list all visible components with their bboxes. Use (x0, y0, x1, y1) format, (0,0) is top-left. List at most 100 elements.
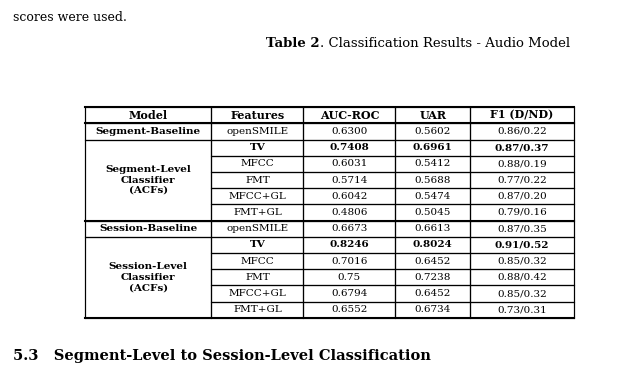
Bar (303, 269, 396, 286)
Bar (211, 123, 303, 139)
Bar (396, 172, 470, 188)
Bar (470, 237, 573, 253)
Text: 0.85/0.32: 0.85/0.32 (497, 257, 547, 266)
Text: 0.75: 0.75 (338, 273, 361, 282)
Text: 0.6452: 0.6452 (415, 257, 451, 266)
Text: MFCC+GL: MFCC+GL (228, 289, 286, 298)
Bar (211, 188, 303, 204)
Bar (470, 269, 573, 286)
Bar (396, 123, 470, 139)
Text: 0.8246: 0.8246 (330, 240, 369, 249)
Bar (303, 286, 396, 302)
Text: MFCC: MFCC (241, 159, 275, 168)
Bar (396, 188, 470, 204)
Bar (470, 107, 573, 123)
Text: 0.87/0.20: 0.87/0.20 (497, 192, 547, 201)
Bar (85, 221, 211, 237)
Bar (211, 286, 303, 302)
Text: 0.7238: 0.7238 (415, 273, 451, 282)
Text: 0.88/0.42: 0.88/0.42 (497, 273, 547, 282)
Text: 0.91/0.52: 0.91/0.52 (495, 240, 549, 249)
Bar (470, 302, 573, 318)
Bar (211, 204, 303, 221)
Bar (211, 172, 303, 188)
Text: MFCC+GL: MFCC+GL (228, 192, 286, 201)
Text: 5.3   Segment-Level to Session-Level Classification: 5.3 Segment-Level to Session-Level Class… (13, 349, 431, 363)
Text: 0.6031: 0.6031 (331, 159, 367, 168)
Bar (470, 123, 573, 139)
Bar (85, 123, 211, 139)
Bar (303, 188, 396, 204)
Bar (211, 269, 303, 286)
Text: 0.6300: 0.6300 (331, 127, 367, 136)
Bar (396, 286, 470, 302)
Text: Segment-Level
Classifier
(ACFs): Segment-Level Classifier (ACFs) (106, 165, 191, 195)
Text: 0.5714: 0.5714 (331, 175, 367, 185)
Bar (470, 286, 573, 302)
Text: UAR: UAR (419, 110, 446, 121)
Text: 0.6961: 0.6961 (413, 143, 452, 152)
Text: 0.88/0.19: 0.88/0.19 (497, 159, 547, 168)
Text: 0.5474: 0.5474 (415, 192, 451, 201)
Text: TV: TV (250, 240, 265, 249)
Text: F1 (D/ND): F1 (D/ND) (490, 110, 554, 121)
Bar (470, 204, 573, 221)
Text: scores were used.: scores were used. (13, 11, 127, 24)
Text: 0.85/0.32: 0.85/0.32 (497, 289, 547, 298)
Bar (85, 107, 211, 123)
Bar (211, 302, 303, 318)
Text: FMT+GL: FMT+GL (233, 208, 282, 217)
Text: AUC-ROC: AUC-ROC (319, 110, 379, 121)
Bar (396, 237, 470, 253)
Bar (470, 188, 573, 204)
Text: FMT+GL: FMT+GL (233, 305, 282, 314)
Text: 0.79/0.16: 0.79/0.16 (497, 208, 547, 217)
Bar (470, 156, 573, 172)
Bar (396, 204, 470, 221)
Bar (470, 253, 573, 269)
Text: openSMILE: openSMILE (227, 127, 289, 136)
Text: 0.86/0.22: 0.86/0.22 (497, 127, 547, 136)
Bar (211, 237, 303, 253)
Text: 0.5602: 0.5602 (415, 127, 451, 136)
Text: 0.77/0.22: 0.77/0.22 (497, 175, 547, 185)
Bar (396, 269, 470, 286)
Bar (211, 156, 303, 172)
Bar (303, 302, 396, 318)
Bar (470, 139, 573, 156)
Bar (211, 253, 303, 269)
Bar (211, 221, 303, 237)
Text: 0.87/0.37: 0.87/0.37 (495, 143, 549, 152)
Bar (303, 204, 396, 221)
Text: openSMILE: openSMILE (227, 224, 289, 233)
Bar (303, 107, 396, 123)
Text: 0.4806: 0.4806 (331, 208, 367, 217)
Bar (470, 221, 573, 237)
Text: MFCC: MFCC (241, 257, 275, 266)
Text: 0.6673: 0.6673 (331, 224, 367, 233)
Bar (303, 139, 396, 156)
Bar (303, 172, 396, 188)
Text: Model: Model (129, 110, 168, 121)
Text: Session-Level
Classifier
(ACFs): Session-Level Classifier (ACFs) (109, 262, 188, 292)
Text: 0.7016: 0.7016 (331, 257, 367, 266)
Text: TV: TV (250, 143, 265, 152)
Bar (396, 107, 470, 123)
Text: Session-Baseline: Session-Baseline (99, 224, 197, 233)
Bar (303, 253, 396, 269)
Bar (470, 172, 573, 188)
Text: 0.6452: 0.6452 (415, 289, 451, 298)
Bar (396, 156, 470, 172)
Text: Features: Features (230, 110, 285, 121)
Text: 0.7408: 0.7408 (330, 143, 369, 152)
Bar (211, 139, 303, 156)
Bar (396, 221, 470, 237)
Text: 0.6042: 0.6042 (331, 192, 367, 201)
Bar (396, 302, 470, 318)
Text: Table 2: Table 2 (266, 37, 320, 50)
Bar (303, 156, 396, 172)
Text: 0.5045: 0.5045 (415, 208, 451, 217)
Text: FMT: FMT (245, 273, 270, 282)
Bar (303, 221, 396, 237)
Text: 0.5688: 0.5688 (415, 175, 451, 185)
